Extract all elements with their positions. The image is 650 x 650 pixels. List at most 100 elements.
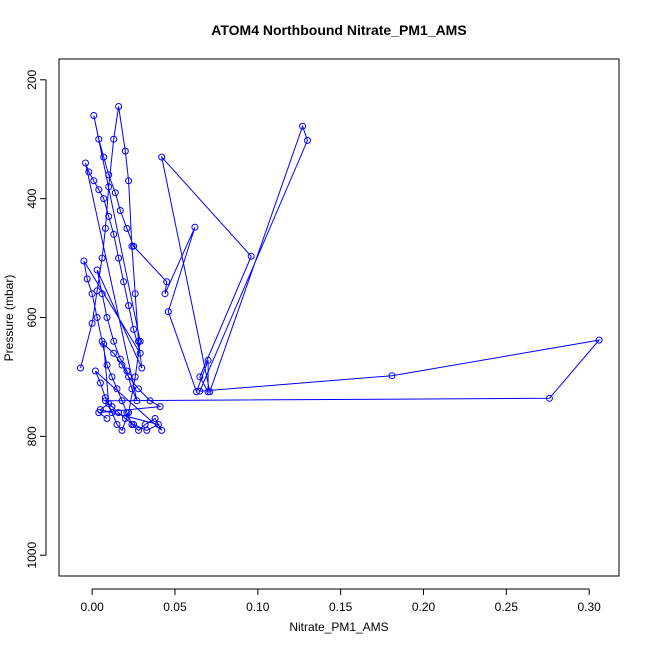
x-tick-label: 0.15 [329,600,353,614]
chart-title: ATOM4 Northbound Nitrate_PM1_AMS [211,22,466,38]
data-point [151,415,159,422]
data-point [111,189,119,197]
data-point [130,242,138,250]
data-point [125,302,133,310]
data-point [105,400,113,408]
data-point [91,367,99,375]
data-point [101,394,109,402]
data-point [123,224,131,232]
x-axis-label: Nitrate_PM1_AMS [289,620,388,634]
data-point [193,388,200,396]
data-point [90,112,98,119]
data-point [595,336,603,344]
data-point [121,415,129,422]
data-point [158,153,166,161]
data-point [88,319,96,327]
data-point [136,337,144,345]
data-point [158,426,166,434]
data-point [115,254,123,262]
plot-layer [77,103,603,434]
data-point [115,103,123,110]
data-point [85,168,93,176]
data-point [164,308,172,316]
data-point [103,361,111,369]
data-point [77,364,84,372]
data-point [95,186,103,194]
data-point [125,373,133,381]
x-tick-label: 0.05 [163,600,187,614]
data-point [130,325,138,333]
data-point [110,337,118,345]
data-point [105,213,113,220]
data-point [196,373,204,381]
data-point [88,290,96,298]
data-point [103,415,111,422]
data-point [163,278,171,286]
data-point [98,254,106,262]
data-point [196,387,204,395]
data-point [304,136,311,144]
data-point [90,177,98,185]
data-point [98,290,106,298]
data-point [120,278,128,286]
data-point [191,223,199,231]
x-tick-label: 0.10 [246,600,270,614]
data-point [93,266,101,274]
data-point [118,397,126,405]
data-point [131,290,139,298]
data-point [135,385,142,393]
data-point [131,373,139,381]
data-point [95,135,103,143]
data-point [128,385,136,393]
data-point [110,135,118,143]
axis-layer: 0.00 0.05 0.10 0.15 0.20 0.25 0.30 200 400 600 800… [25,69,601,614]
data-point [146,397,154,405]
data-point [156,403,164,411]
data-point [118,426,126,434]
data-point [133,397,141,405]
data-point [95,409,103,417]
data-point [143,426,151,434]
y-tick-label: 800 [25,426,39,446]
x-tick-label: 0.20 [412,600,436,614]
y-tick-label: 600 [25,307,39,327]
data-point [125,177,133,185]
y-tick-label: 200 [25,69,39,89]
plot-frame [58,58,620,577]
data-point [388,372,396,380]
data-point [113,385,121,393]
data-point [103,314,111,321]
data-point [93,314,101,321]
data-point [135,426,142,434]
data-point [110,349,118,357]
data-point [96,379,104,387]
data-point [113,421,121,428]
data-point [105,183,113,191]
y-tick-label: 1000 [25,542,39,569]
x-tick-label: 0.25 [495,600,519,614]
data-point [83,275,91,283]
y-axis-label: Pressure (mbar) [2,275,16,362]
data-point [138,364,146,372]
data-point [80,257,88,265]
data-point [105,171,113,179]
x-tick-label: 0.30 [577,600,601,614]
data-point [118,361,126,369]
y-tick-label: 400 [25,188,39,208]
data-point [115,409,123,417]
data-point [204,356,212,364]
series-group [77,103,603,434]
data-point [206,388,214,396]
data-point [100,153,108,161]
data-point [247,252,255,260]
data-point [299,122,307,130]
data-point [130,421,138,428]
data-point [125,409,133,417]
data-point [93,287,101,295]
data-point [136,349,144,357]
data-point [154,421,162,428]
data-point [121,147,129,155]
data-point [116,207,124,214]
